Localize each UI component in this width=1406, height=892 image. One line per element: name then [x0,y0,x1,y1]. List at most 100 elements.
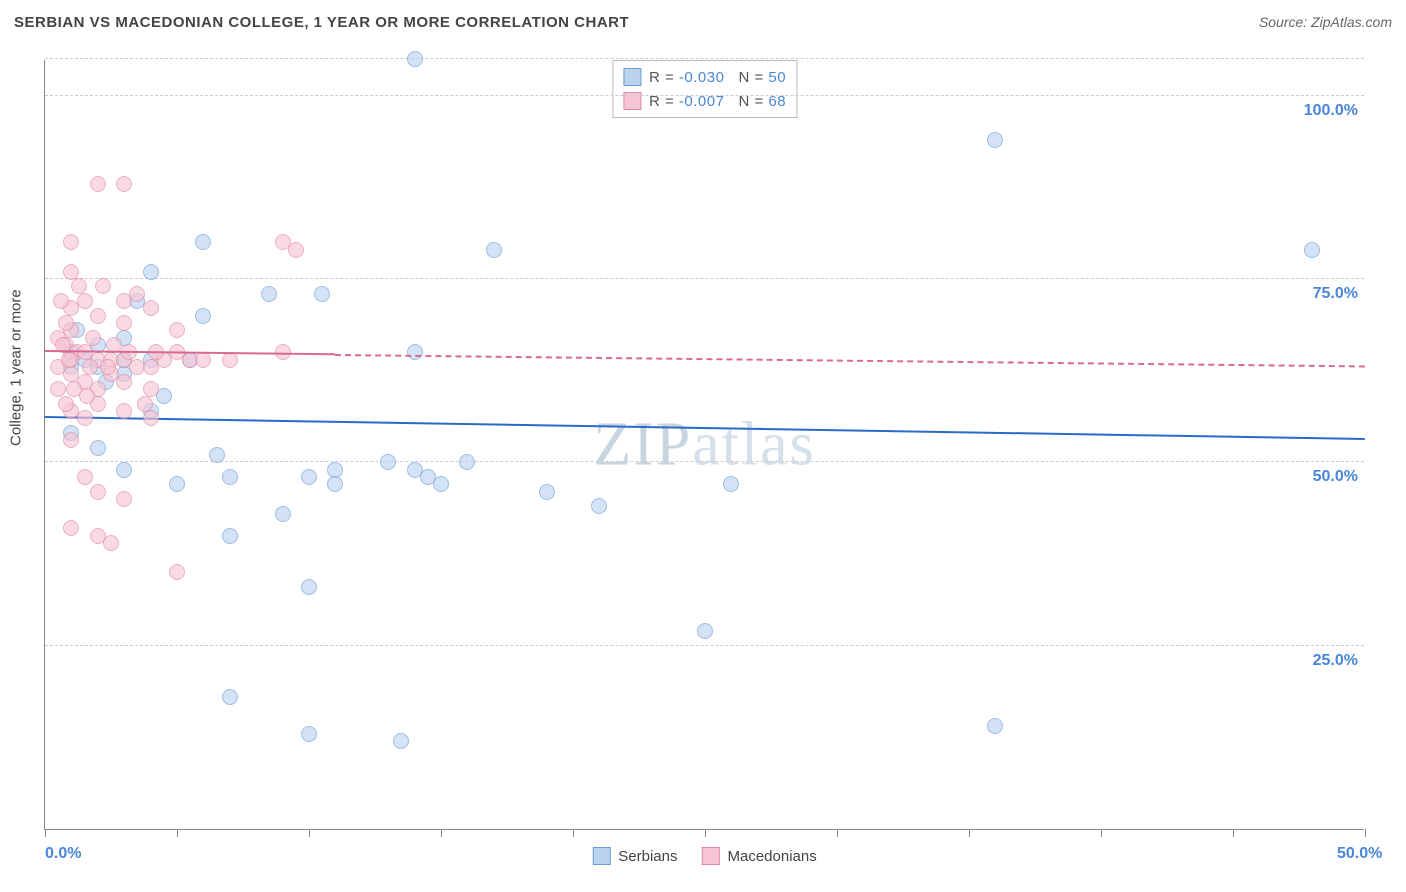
data-point [222,689,238,705]
data-point [195,352,211,368]
data-point [77,469,93,485]
data-point [79,388,95,404]
data-point [82,359,98,375]
data-point [116,315,132,331]
chart-title: SERBIAN VS MACEDONIAN COLLEGE, 1 YEAR OR… [14,14,629,31]
x-tick [837,829,838,837]
data-point [169,564,185,580]
data-point [314,286,330,302]
data-point [116,176,132,192]
gridline [45,95,1364,96]
data-point [987,132,1003,148]
data-point [987,718,1003,734]
legend-stats: R = -0.030 N = 50 [649,69,786,86]
data-point [143,381,159,397]
data-point [327,462,343,478]
y-tick-label: 75.0% [1313,285,1358,303]
legend-correlation: R = -0.030 N = 50 R = -0.007 N = 68 [612,60,797,118]
x-tick [705,829,706,837]
data-point [222,469,238,485]
data-point [63,234,79,250]
data-point [71,278,87,294]
data-point [61,352,77,368]
data-point [116,462,132,478]
x-tick [441,829,442,837]
data-point [116,491,132,507]
gridline [45,58,1364,59]
plot-area: ZIPatlas R = -0.030 N = 50R = -0.007 N =… [44,60,1364,830]
data-point [77,410,93,426]
data-point [697,623,713,639]
x-tick [1101,829,1102,837]
gridline [45,645,1364,646]
data-point [85,330,101,346]
chart-header: SERBIAN VS MACEDONIAN COLLEGE, 1 YEAR OR… [0,0,1406,44]
data-point [407,51,423,67]
data-point [301,579,317,595]
data-point [129,286,145,302]
legend-swatch [701,847,719,865]
x-tick [573,829,574,837]
data-point [195,308,211,324]
data-point [301,726,317,742]
legend-item: Macedonians [701,847,816,865]
data-point [100,359,116,375]
data-point [143,264,159,280]
data-point [327,476,343,492]
data-point [275,506,291,522]
x-tick [969,829,970,837]
legend-row: R = -0.007 N = 68 [623,89,786,113]
data-point [195,234,211,250]
data-point [103,535,119,551]
data-point [116,374,132,390]
data-point [90,440,106,456]
data-point [539,484,555,500]
x-tick-label: 50.0% [1337,845,1382,863]
data-point [58,315,74,331]
data-point [393,733,409,749]
data-point [143,300,159,316]
y-tick-label: 25.0% [1313,652,1358,670]
gridline [45,278,1364,279]
data-point [63,264,79,280]
x-tick [309,829,310,837]
data-point [380,454,396,470]
data-point [63,520,79,536]
data-point [50,381,66,397]
data-point [58,396,74,412]
data-point [407,344,423,360]
data-point [95,278,111,294]
y-tick-label: 50.0% [1313,468,1358,486]
data-point [143,410,159,426]
data-point [261,286,277,302]
trend-line [335,354,1365,367]
legend-label: Macedonians [727,848,816,865]
legend-item: Serbians [592,847,677,865]
data-point [459,454,475,470]
data-point [53,293,69,309]
data-point [486,242,502,258]
data-point [1304,242,1320,258]
data-point [591,498,607,514]
legend-swatch [592,847,610,865]
x-tick-label: 0.0% [45,845,81,863]
data-point [63,432,79,448]
data-point [169,476,185,492]
data-point [301,469,317,485]
legend-swatch [623,68,641,86]
x-tick [177,829,178,837]
x-tick [1233,829,1234,837]
trend-line [45,416,1365,440]
legend-row: R = -0.030 N = 50 [623,65,786,89]
data-point [222,528,238,544]
data-point [90,484,106,500]
legend-label: Serbians [618,848,677,865]
legend-series: Serbians Macedonians [592,847,816,865]
data-point [116,403,132,419]
x-tick [45,829,46,837]
data-point [288,242,304,258]
data-point [723,476,739,492]
data-point [169,322,185,338]
y-tick-label: 100.0% [1304,102,1358,120]
data-point [209,447,225,463]
